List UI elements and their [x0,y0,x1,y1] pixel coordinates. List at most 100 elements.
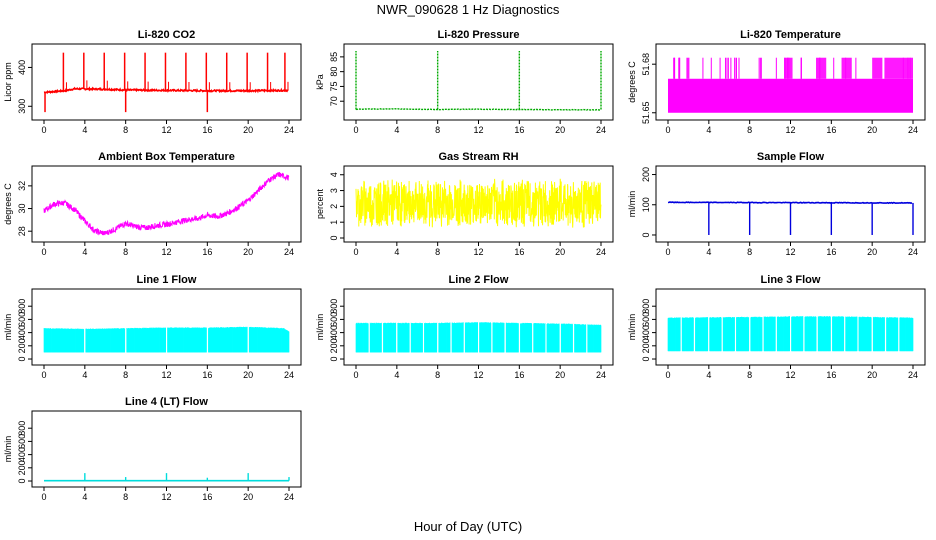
box-temp-series-line [43,171,290,236]
series-group [668,57,913,113]
y-tick-label: 0 [641,357,651,362]
y-axis-label: ml/min [3,314,13,341]
y-tick-label: 200 [17,460,27,475]
x-tick-label: 8 [123,370,128,380]
x-tick-label: 16 [514,125,524,135]
series-group [667,201,914,235]
chart-panel-2: Li-820 Pressure 0 4 8 12 16 20 24 70 75 80 85 kPa [315,29,614,135]
panel-title: Gas Stream RH [438,151,518,163]
x-tick-label: 8 [747,370,752,380]
x-tick-label: 20 [243,370,253,380]
x-tick-label: 8 [435,247,440,257]
x-tick-label: 20 [243,247,253,257]
y-tick-label: 0 [329,357,339,362]
y-tick-label: 600 [329,312,339,327]
x-tick-label: 24 [596,125,606,135]
series-group [43,52,289,113]
y-tick-label: 51.68 [641,53,651,76]
panel-title: Line 2 Flow [449,274,509,286]
x-tick-label: 12 [473,247,483,257]
x-tick-label: 16 [202,370,212,380]
x-tick-label: 24 [596,370,606,380]
y-axis-label: degrees C [627,61,637,103]
x-tick-label: 0 [353,247,358,257]
x-tick-label: 4 [82,370,87,380]
x-tick-label: 4 [394,125,399,135]
y-tick-label: 600 [17,312,27,327]
x-tick-label: 24 [908,370,918,380]
y-axis-label: ml/min [315,314,325,341]
y-tick-label: 300 [17,99,27,114]
series-group [43,326,290,353]
y-tick-label: 200 [329,338,339,353]
y-tick-label: 51.65 [641,101,651,124]
x-tick-label: 16 [202,247,212,257]
y-axis-label: ml/min [3,436,13,463]
licor-temp-high-region [841,57,852,79]
figure-xlabel: Hour of Day (UTC) [414,519,522,534]
y-tick-label: 800 [329,299,339,314]
y-tick-label: 75 [329,81,339,91]
y-tick-label: 85 [329,52,339,62]
y-axis-label: ml/min [627,314,637,341]
co2-series-line [43,86,289,95]
x-tick-label: 16 [202,125,212,135]
y-tick-label: 400 [17,325,27,340]
x-tick-label: 24 [284,370,294,380]
y-tick-label: 1 [329,220,339,225]
chart-panel-1: Li-820 CO2 0 4 8 12 16 20 24 300 400 Licor ppm [3,29,302,135]
x-tick-label: 4 [706,125,711,135]
y-tick-label: 600 [17,434,27,449]
rh-series-line [355,178,602,228]
y-tick-label: 200 [641,167,651,182]
y-tick-label: 70 [329,96,339,106]
y-axis-label: kPa [315,74,325,90]
x-tick-label: 8 [747,125,752,135]
figure-title: NWR_090628 1 Hz Diagnostics [377,2,560,17]
x-tick-label: 0 [41,492,46,502]
panel-title: Sample Flow [757,151,825,163]
panel-title: Line 4 (LT) Flow [125,396,208,408]
y-axis-label: ml/min [627,191,637,218]
y-axis-label: degrees C [3,183,13,225]
chart-panel-3: Li-820 Temperature 0 4 8 12 16 20 24 51.65 51.68 d… [627,29,926,135]
x-tick-label: 24 [284,247,294,257]
x-tick-label: 20 [555,125,565,135]
pressure-series-line [355,108,601,111]
series-group [43,171,290,236]
chart-panel-4: Ambient Box Temperature 0 4 8 12 16 20 24 28 30 32… [3,151,302,257]
y-axis-label: Licor ppm [3,62,13,102]
plot-frame [31,165,302,243]
series-group [355,178,602,228]
licor-temp-band [668,78,913,113]
x-tick-label: 8 [123,125,128,135]
licor-temp-high-region [759,57,762,79]
y-tick-label: 800 [17,421,27,436]
y-tick-label: 800 [17,299,27,314]
licor-temp-high-region [872,57,883,79]
x-tick-label: 12 [785,370,795,380]
x-tick-label: 8 [123,247,128,257]
x-tick-label: 12 [161,125,171,135]
x-tick-label: 4 [706,247,711,257]
y-tick-label: 400 [17,447,27,462]
y-tick-label: 600 [641,312,651,327]
x-tick-label: 4 [394,247,399,257]
y-tick-label: 200 [17,338,27,353]
x-tick-label: 12 [473,125,483,135]
y-tick-label: 800 [641,299,651,314]
x-tick-label: 4 [82,492,87,502]
x-tick-label: 0 [41,247,46,257]
x-tick-label: 16 [202,492,212,502]
x-tick-label: 12 [473,370,483,380]
y-tick-label: 400 [329,325,339,340]
x-tick-label: 24 [596,247,606,257]
licor-temp-high-region [686,57,690,79]
x-tick-label: 24 [284,492,294,502]
x-tick-label: 0 [665,370,670,380]
x-tick-label: 8 [123,492,128,502]
